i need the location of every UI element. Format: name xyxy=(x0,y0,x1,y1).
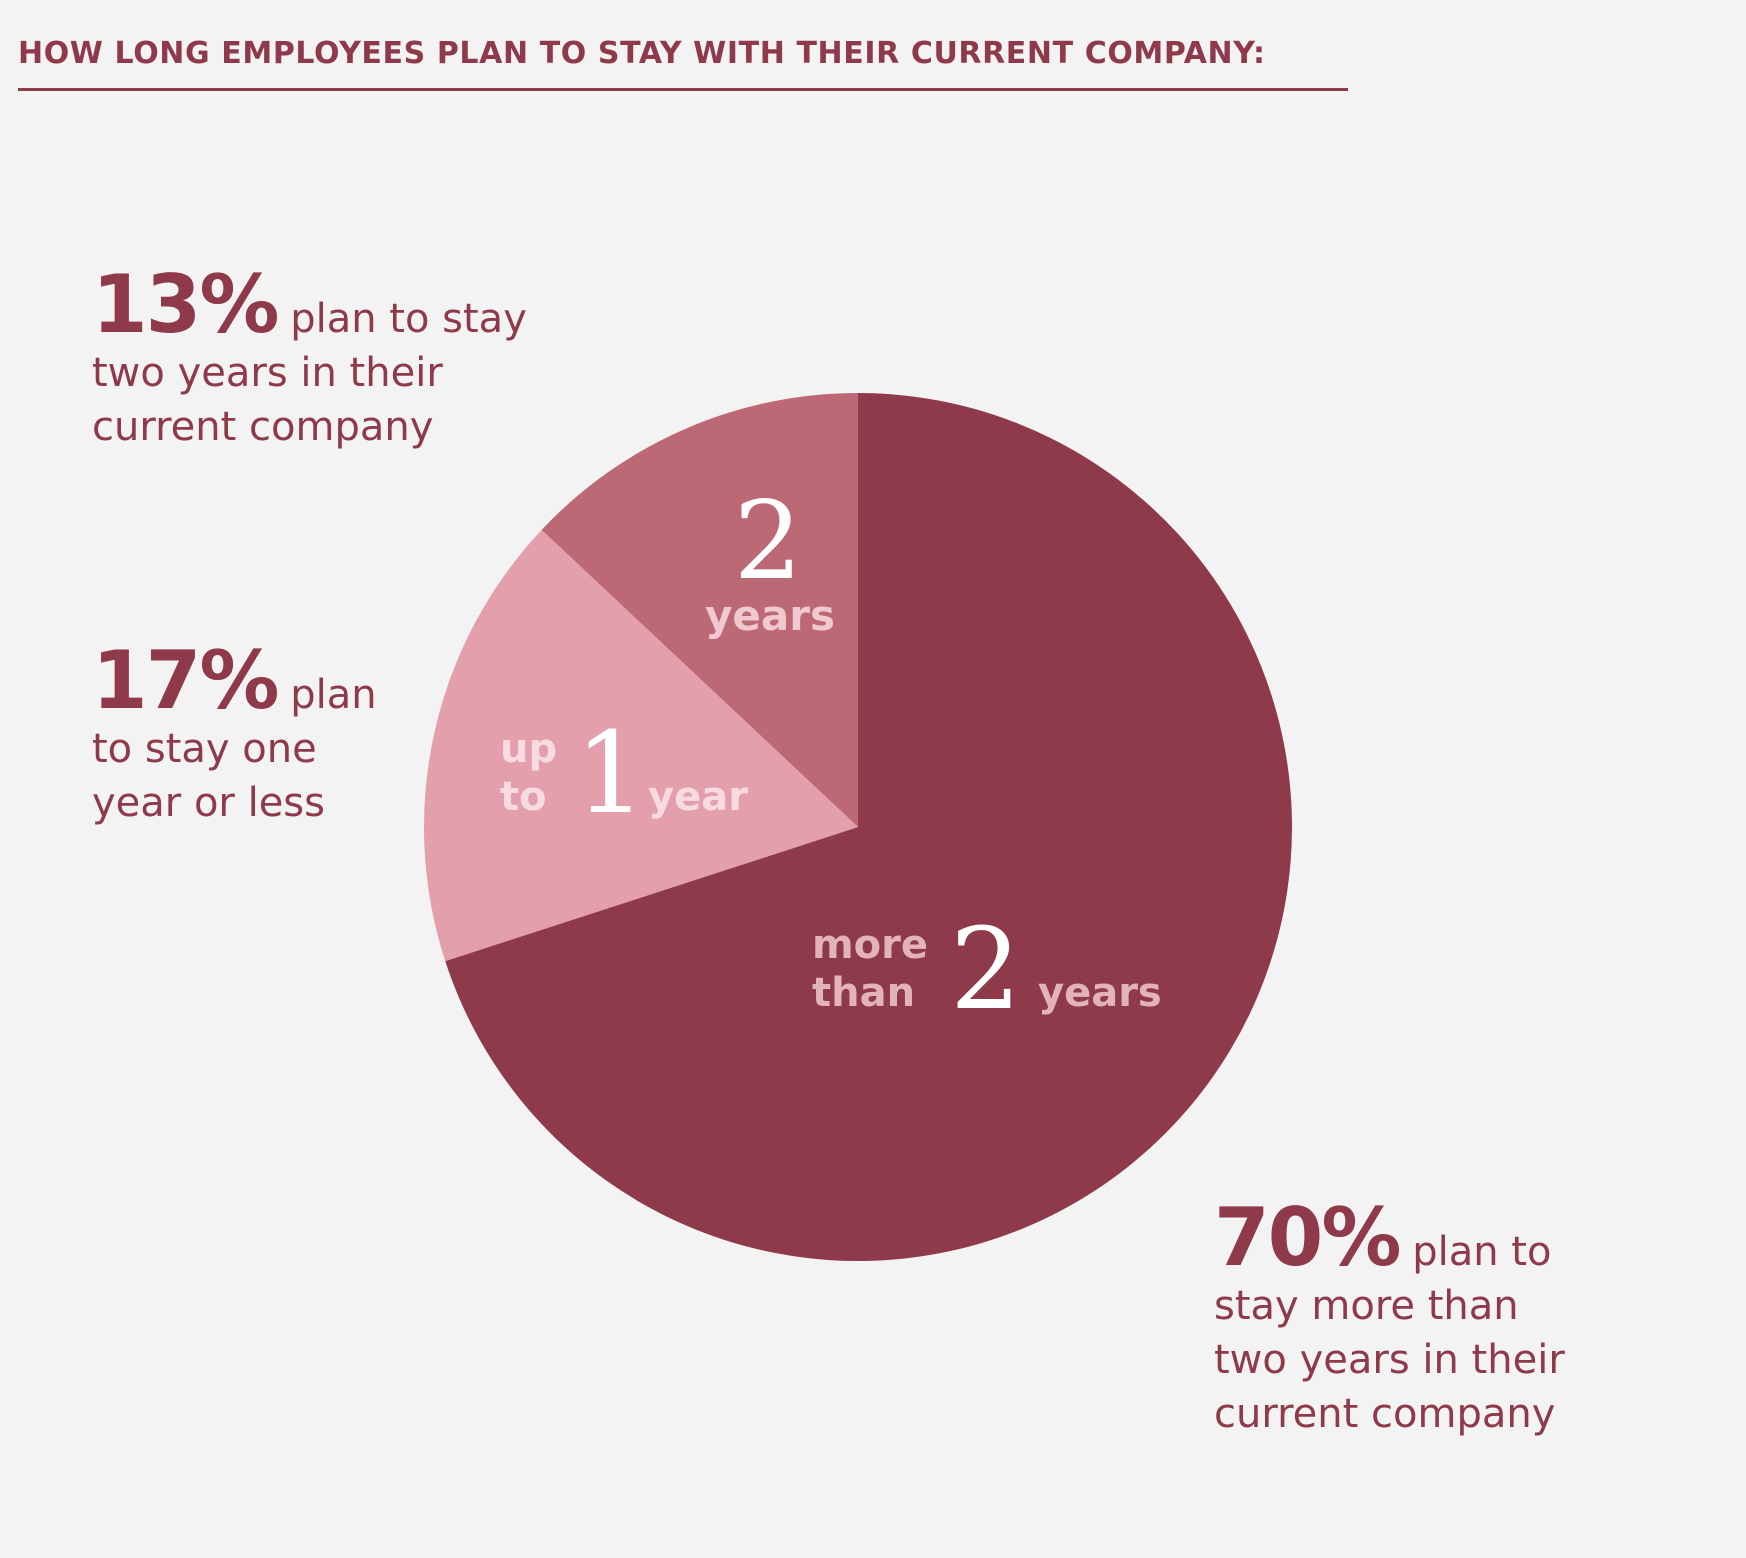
pie-slice-more-than-2-years xyxy=(445,393,1292,1261)
slice-label-2-years-unit: years xyxy=(705,591,835,640)
slice-label-up-to-1-year-to: to xyxy=(500,774,547,820)
slice-label-2-years-number: 2 xyxy=(734,479,803,604)
callout-70-percent-text-4: current company xyxy=(1214,1391,1556,1437)
slice-label-more-than-2-years: more than 2 years xyxy=(812,905,1162,1035)
slice-label-up-to-1-year-number: 1 xyxy=(575,709,646,839)
callout-70-percent-text-3: two years in their xyxy=(1214,1337,1565,1383)
title-underline xyxy=(18,88,1348,91)
callout-17-percent-value: 17% xyxy=(92,634,279,727)
callout-17-percent-text-3: year or less xyxy=(92,780,325,826)
slice-label-more-than-2-years-unit: years xyxy=(1038,970,1162,1016)
slice-label-up-to-1-year-unit: year xyxy=(648,774,748,820)
callout-17-percent-text-2: to stay one xyxy=(92,726,317,772)
slice-label-more-than-2-years-than: than xyxy=(812,970,915,1016)
slice-label-up-to-1-year: up to 1 year xyxy=(500,709,748,839)
callout-13-percent-value: 13% xyxy=(92,258,279,351)
pie-slice-up-to-1-year xyxy=(424,529,858,962)
callout-70-percent-value: 70% xyxy=(1214,1191,1401,1284)
chart-title: HOW LONG EMPLOYEES PLAN TO STAY WITH THE… xyxy=(18,36,1266,71)
callout-13-percent-text-2: two years in their xyxy=(92,350,443,396)
callout-70-percent: 70% plan to stay more than two years in … xyxy=(1214,1198,1565,1441)
callout-70-percent-text-1: plan to xyxy=(1412,1229,1552,1275)
callout-70-percent-text-2: stay more than xyxy=(1214,1283,1519,1329)
callout-13-percent-text-1: plan to stay xyxy=(290,296,527,342)
pie-slice-2-years xyxy=(541,393,858,827)
slice-label-up-to-1-year-up: up xyxy=(500,726,557,772)
callout-13-percent: 13% plan to stay two years in their curr… xyxy=(92,265,527,454)
slice-label-more-than-2-years-more: more xyxy=(812,922,928,968)
slice-label-more-than-2-years-number: 2 xyxy=(950,905,1021,1035)
callout-17-percent: 17% plan to stay one year or less xyxy=(92,641,377,830)
callout-17-percent-text-1: plan xyxy=(290,672,377,718)
callout-13-percent-text-3: current company xyxy=(92,404,434,450)
pie-slices xyxy=(424,393,1292,1261)
slice-label-2-years: 2 years xyxy=(705,479,835,640)
